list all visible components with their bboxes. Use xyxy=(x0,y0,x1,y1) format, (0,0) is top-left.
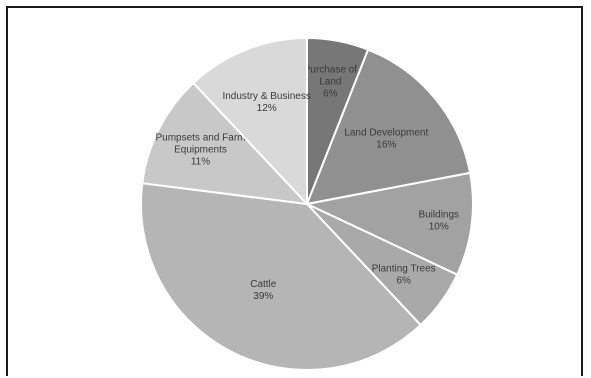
pie-slice xyxy=(141,81,310,206)
slice-category-label: Pumpsets and Farm xyxy=(155,133,245,144)
slice-value-label: 16% xyxy=(376,139,396,150)
slice-category-label: Land Development xyxy=(344,127,428,138)
pie-slice xyxy=(191,36,308,207)
slice-value-label: 6% xyxy=(323,89,338,100)
slice-category-label: Equipments xyxy=(174,145,227,156)
slice-value-label: 12% xyxy=(257,103,277,114)
slice-value-label: 39% xyxy=(253,291,273,302)
pie-slice xyxy=(140,182,423,371)
pie-slice xyxy=(303,171,474,277)
slice-category-label: Buildings xyxy=(418,210,459,221)
slice-value-label: 10% xyxy=(429,222,449,233)
slice-category-label: Cattle xyxy=(250,279,277,290)
chart-frame: Purchase of Land 6% Land Development 16% Buil… xyxy=(6,6,583,376)
slice-value-label: 11% xyxy=(191,157,210,168)
slice-category-label: Purchase of xyxy=(304,65,358,76)
slice-category-label: Land xyxy=(319,77,341,88)
slice-value-label: 6% xyxy=(396,275,411,286)
slice-category-label: Planting Trees xyxy=(372,263,436,274)
pie-slice xyxy=(305,48,472,206)
slice-category-label: Industry & Business xyxy=(222,91,310,102)
